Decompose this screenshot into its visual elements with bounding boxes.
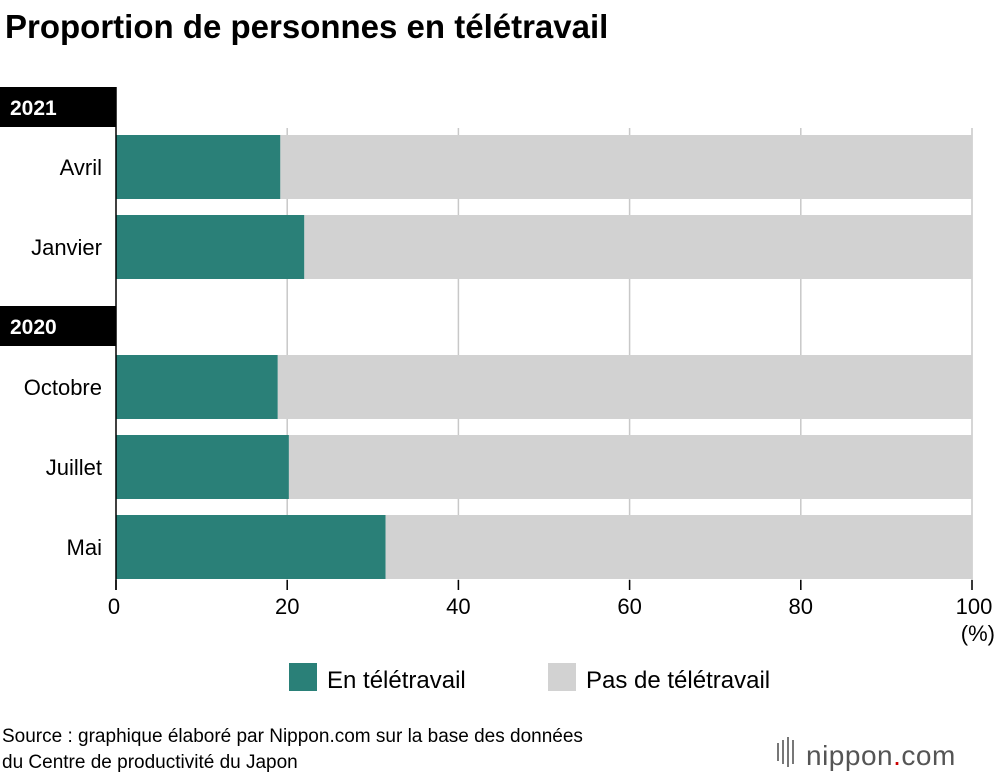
brand-bar-icon xyxy=(787,737,789,767)
bar-en-teletravail xyxy=(116,355,278,419)
category-labels: Avril Janvier Octobre Juillet Mai xyxy=(24,155,102,560)
x-tick-label: 20 xyxy=(275,594,299,619)
year-band xyxy=(0,306,116,346)
bar-en-teletravail xyxy=(116,215,305,279)
brand-name: nippon.com xyxy=(806,740,956,771)
source-line-1: Source : graphique élaboré par Nippon.co… xyxy=(2,726,583,747)
brand-bar-icon xyxy=(782,740,784,764)
x-tick-label: 40 xyxy=(446,594,470,619)
brand-logo: nippon.com xyxy=(777,737,956,771)
legend-label: Pas de télétravail xyxy=(586,667,770,694)
x-tick-label: 60 xyxy=(617,594,641,619)
bar-en-teletravail xyxy=(116,135,281,199)
legend-swatch-pas-de-teletravail xyxy=(548,663,576,691)
chart-title: Proportion de personnes en télétravail xyxy=(5,8,608,45)
bar-pas-de-teletravail xyxy=(385,515,972,579)
x-tick-label: 80 xyxy=(789,594,813,619)
brand-bar-icon xyxy=(777,743,779,761)
bar-pas-de-teletravail xyxy=(304,215,972,279)
category-label: Avril xyxy=(60,155,102,180)
x-tick-label: 100 xyxy=(956,594,993,619)
x-axis-ticks: 0 20 40 60 80 100 xyxy=(108,580,992,619)
legend-label: En télétravail xyxy=(327,667,466,694)
legend: En télétravail Pas de télétravail xyxy=(289,663,770,694)
year-label: 2021 xyxy=(10,97,57,120)
category-label: Juillet xyxy=(46,455,102,480)
unit-label: (%) xyxy=(961,621,995,646)
bars xyxy=(116,135,972,579)
bar-pas-de-teletravail xyxy=(280,135,972,199)
bar-pas-de-teletravail xyxy=(288,435,972,499)
bar-en-teletravail xyxy=(116,515,386,579)
bar-pas-de-teletravail xyxy=(277,355,972,419)
category-label: Mai xyxy=(67,535,102,560)
x-tick-label: 0 xyxy=(108,594,120,619)
brand-bar-icon xyxy=(792,740,794,764)
legend-swatch-en-teletravail xyxy=(289,663,317,691)
category-label: Octobre xyxy=(24,375,102,400)
source-line-2: du Centre de productivité du Japon xyxy=(2,752,298,773)
bar-en-teletravail xyxy=(116,435,289,499)
year-label: 2020 xyxy=(10,316,57,339)
category-label: Janvier xyxy=(31,235,102,260)
year-band xyxy=(0,87,116,127)
year-bands: 2021 2020 xyxy=(0,87,116,346)
